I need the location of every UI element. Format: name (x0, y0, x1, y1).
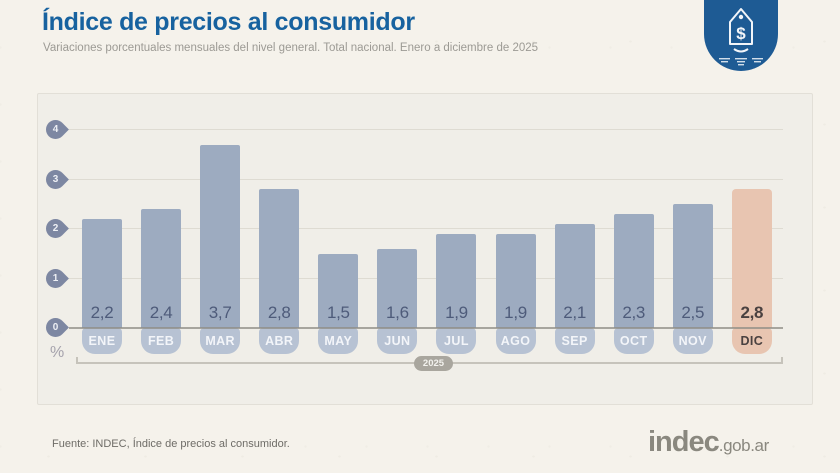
month-label-jul: JUL (436, 328, 477, 354)
price-tag-icon: $ (713, 0, 769, 73)
month-label-may: MAY (318, 328, 359, 354)
y-axis-unit-label: % (50, 344, 65, 361)
indec-logo-suffix: .gob.ar (718, 436, 770, 455)
bar-column-sep: 2,1 SEP (554, 224, 595, 354)
bar-value-ago: 1,9 (504, 303, 527, 322)
bar-value-feb: 2,4 (149, 303, 173, 322)
bar-column-dic: 2,8 DIC (731, 189, 772, 354)
brand-ribbon: $ (704, 0, 778, 71)
bar-ago: 1,9 (495, 234, 536, 328)
bar-may: 1,5 (318, 254, 359, 328)
bar-oct: 2,3 (613, 214, 654, 328)
gridline-1 (69, 277, 783, 279)
page-subtitle: Variaciones porcentuales mensuales del n… (43, 42, 539, 54)
month-label-feb: FEB (141, 328, 182, 354)
year-badge: 2025 (414, 356, 453, 371)
gridline-3 (69, 178, 783, 180)
bar-value-nov: 2,5 (681, 303, 705, 322)
bar-mar: 3,7 (200, 145, 241, 328)
gridline-4 (69, 129, 783, 130)
month-label-ene: ENE (82, 328, 122, 354)
bar-value-ene: 2,2 (90, 303, 114, 322)
bar-column-may: 1,5 MAY (318, 254, 359, 354)
indec-logo: indec .gob.ar (648, 426, 769, 459)
gridline-2 (69, 228, 783, 229)
bar-column-jun: 1,6 JUN (377, 249, 418, 354)
y-tick-badge-2: 2 (42, 215, 69, 242)
bar-value-jun: 1,6 (386, 303, 409, 322)
page-title: Índice de precios al consumidor (42, 8, 415, 36)
bar-column-mar: 3,7 MAR (200, 145, 241, 354)
bar-value-mar: 3,7 (208, 303, 232, 322)
bar-sep: 2,1 (554, 224, 595, 328)
bar-feb: 2,4 (141, 209, 182, 328)
y-tick-badge-4: 4 (42, 116, 69, 143)
svg-text:$: $ (736, 24, 746, 43)
bar-ene: 2,2 (82, 219, 122, 328)
month-label-dic: DIC (731, 328, 772, 354)
month-label-oct: OCT (613, 328, 654, 354)
month-label-sep: SEP (554, 328, 595, 354)
bar-value-may: 1,5 (326, 303, 350, 322)
bar-value-abr: 2,8 (267, 303, 291, 322)
chart-panel: % 2,2 ENE 2,4 FEB 3,7 MAR 2,8 ABR 1,5 MAY 1,6 JUN 1,… (37, 93, 813, 405)
month-label-nov: NOV (672, 328, 713, 354)
y-tick-badge-3: 3 (42, 165, 69, 193)
bar-column-nov: 2,5 NOV (672, 204, 713, 354)
plot-area: 2,2 ENE 2,4 FEB 3,7 MAR 2,8 ABR 1,5 MAY 1,6 JUN 1,9 J… (82, 94, 772, 354)
y-tick-badge-1: 1 (42, 264, 69, 292)
month-label-ago: AGO (495, 328, 536, 354)
bar-column-oct: 2,3 OCT (613, 214, 654, 354)
y-tick-badge-0: 0 (42, 314, 69, 341)
bar-value-dic: 2,8 (740, 303, 764, 322)
bar-value-sep: 2,1 (563, 303, 586, 322)
bar-column-abr: 2,8 ABR (259, 189, 300, 354)
bar-jun: 1,6 (377, 249, 418, 328)
bar-column-jul: 1,9 JUL (436, 234, 477, 354)
bar-column-ago: 1,9 AGO (495, 234, 536, 354)
indec-logo-main: indec (648, 426, 720, 458)
bar-jul: 1,9 (436, 234, 477, 328)
bar-value-jul: 1,9 (445, 303, 468, 322)
month-label-mar: MAR (200, 328, 241, 354)
source-note: Fuente: INDEC, Índice de precios al cons… (52, 438, 290, 450)
x-axis-line (69, 327, 783, 329)
bar-column-feb: 2,4 FEB (141, 209, 182, 354)
month-label-jun: JUN (377, 328, 418, 354)
month-label-abr: ABR (259, 328, 300, 354)
bar-column-ene: 2,2 ENE (82, 219, 122, 354)
bar-abr: 2,8 (259, 189, 300, 328)
bar-nov: 2,5 (672, 204, 713, 328)
bar-dic: 2,8 (731, 189, 772, 328)
bar-value-oct: 2,3 (622, 303, 646, 322)
